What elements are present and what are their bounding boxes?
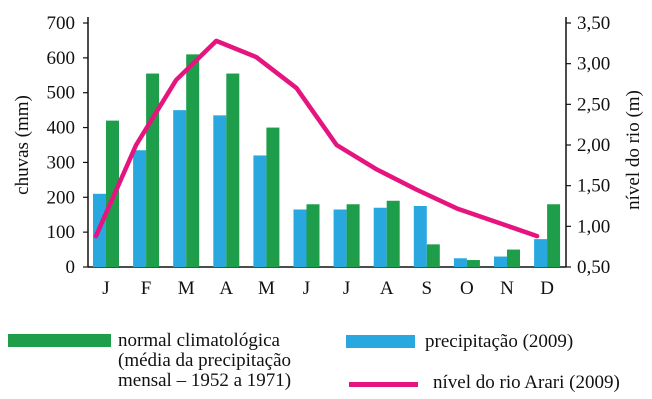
bar-normal (547, 204, 561, 267)
y-left-tick-label: 0 (66, 257, 76, 278)
legend-normal-line3: mensal – 1952 a 1971) (118, 370, 292, 391)
y-right-tick-label: 3,00 (577, 54, 610, 75)
legend-label-normal: normal climatológica (média da precipita… (118, 331, 291, 391)
y-left-tick-label: 600 (47, 48, 76, 69)
y-right-tick-label: 3,50 (577, 13, 610, 34)
x-tick-label: M (178, 278, 195, 299)
x-tick-label: M (258, 278, 275, 299)
legend-swatch-normal (8, 334, 111, 347)
bar-precipitacao (413, 206, 427, 267)
y-right-tick-label: 0,50 (577, 257, 610, 278)
x-tick-label: A (380, 278, 394, 299)
bar-normal (386, 200, 400, 267)
x-tick-label: O (460, 278, 474, 299)
chart-line (93, 38, 540, 239)
line-nivel-rio (93, 38, 540, 239)
bar-normal (346, 204, 360, 267)
y-right-tick-label: 1,50 (577, 176, 610, 197)
legend-swatch-river (349, 382, 418, 387)
x-tick-label: S (422, 278, 433, 299)
chart-bars (93, 54, 561, 268)
y-left-tick-label: 400 (47, 118, 76, 139)
chart-area: 0 100 200 300 400 500 600 700 0,50 1,00 1,50 2,00 2,… (12, 13, 644, 299)
x-tick-label: F (141, 278, 152, 299)
bar-precipitacao (173, 110, 187, 268)
bar-precipitacao (373, 207, 387, 267)
bar-precipitacao (494, 256, 507, 267)
legend-normal-line2: (média da precipitação (118, 350, 292, 371)
legend-label-river: nível do rio Arari (2009) (433, 372, 620, 393)
bar-precipitacao (253, 155, 267, 267)
y-left-tick-label: 300 (47, 152, 76, 173)
bar-precipitacao (333, 209, 347, 267)
y-right-tick-label: 1,00 (577, 216, 610, 237)
x-tick-label: J (343, 278, 350, 299)
bar-normal (466, 260, 480, 267)
bar-normal (146, 73, 160, 268)
legend-label-precip: precipitação (2009) (425, 331, 574, 352)
bar-normal (226, 73, 240, 268)
legend-swatch-precip (346, 335, 415, 348)
bar-precipitacao (133, 150, 147, 267)
y-right-tick-label: 2,50 (577, 94, 610, 115)
y-left-tick-label: 700 (47, 13, 76, 34)
y-left-tick-label: 200 (47, 187, 76, 208)
x-tick-label: A (219, 278, 233, 299)
x-tick-label: N (500, 278, 514, 299)
x-tick-label: J (303, 278, 310, 299)
y-left-tick-label: 100 (47, 222, 76, 243)
bar-precipitacao (213, 115, 227, 267)
bar-normal (306, 204, 320, 267)
x-tick-label: J (102, 278, 109, 299)
bar-normal (186, 54, 200, 267)
bar-precipitacao (534, 239, 548, 267)
y-axis-left-title: chuvas (mm) (12, 95, 33, 195)
legend-normal-line1: normal climatológica (118, 330, 280, 351)
bar-normal (266, 127, 280, 267)
y-axis-right-title: nível do rio (m) (623, 90, 644, 210)
y-right-tick-label: 2,00 (577, 135, 610, 156)
bar-normal (507, 249, 520, 267)
chart-axes (83, 17, 571, 268)
bar-precipitacao (293, 209, 307, 267)
y-left-tick-label: 500 (47, 83, 76, 104)
bar-precipitacao (453, 258, 467, 267)
bar-normal (426, 244, 440, 267)
x-tick-label: D (540, 278, 554, 299)
chart-labels: 0 100 200 300 400 500 600 700 0,50 1,00 1,50 2,00 2,… (12, 13, 644, 299)
